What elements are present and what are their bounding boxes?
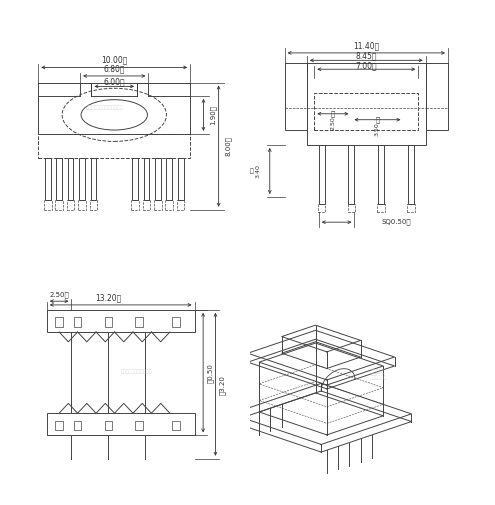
Bar: [104, 421, 112, 430]
Bar: [39, 134, 190, 159]
Bar: [90, 200, 97, 210]
Text: 8.45ⓙ: 8.45ⓙ: [355, 52, 377, 61]
Text: 2.50: 2.50: [330, 116, 336, 130]
Text: 2.50Ⓝ: 2.50Ⓝ: [50, 292, 69, 298]
Bar: [104, 317, 112, 327]
Bar: [78, 200, 86, 210]
Bar: [91, 159, 96, 200]
Text: SQ0.50Ⓛ: SQ0.50Ⓛ: [381, 219, 411, 226]
Text: 11.40Ⓚ: 11.40Ⓚ: [353, 41, 380, 50]
Bar: [307, 63, 426, 145]
Bar: [377, 205, 385, 212]
Text: 东莞市超越电子有限公司: 东莞市超越电子有限公司: [121, 369, 152, 374]
Text: 东莞市超越电子有限公司业务: 东莞市超越电子有限公司业务: [86, 105, 123, 110]
Bar: [47, 310, 195, 332]
Bar: [143, 200, 150, 210]
Text: ⑑0.50: ⑑0.50: [207, 363, 214, 382]
Bar: [407, 205, 415, 212]
Text: 3.40: 3.40: [255, 164, 260, 178]
Bar: [408, 145, 414, 205]
Bar: [67, 200, 74, 210]
Bar: [154, 200, 162, 210]
Bar: [285, 63, 307, 130]
Text: ⑒3.20: ⑒3.20: [219, 375, 226, 395]
Bar: [319, 145, 325, 205]
Bar: [155, 159, 161, 200]
Bar: [144, 159, 149, 200]
Bar: [56, 159, 62, 200]
Text: ⓕ: ⓕ: [250, 168, 254, 174]
Bar: [132, 159, 138, 200]
Bar: [131, 200, 139, 210]
Bar: [47, 413, 195, 435]
Bar: [378, 145, 384, 205]
Bar: [55, 200, 63, 210]
Text: Ⓖ: Ⓖ: [331, 111, 335, 117]
Bar: [314, 93, 418, 130]
Bar: [44, 200, 51, 210]
Bar: [165, 200, 173, 210]
Bar: [55, 317, 63, 327]
Bar: [348, 145, 354, 205]
Text: 1.90ⓓ: 1.90ⓓ: [209, 105, 216, 125]
Bar: [166, 159, 172, 200]
Bar: [318, 205, 326, 212]
Bar: [347, 205, 355, 212]
Text: 8.00ⓔ: 8.00ⓔ: [225, 136, 232, 156]
Text: 7.00ⓑ: 7.00ⓑ: [355, 61, 377, 70]
Bar: [45, 159, 50, 200]
Text: 3.50: 3.50: [375, 122, 380, 135]
Bar: [177, 200, 185, 210]
Bar: [172, 317, 180, 327]
Text: 6.80Ⓑ: 6.80Ⓑ: [103, 65, 125, 74]
Bar: [426, 63, 448, 130]
Bar: [172, 421, 180, 430]
Bar: [136, 421, 143, 430]
Bar: [68, 159, 73, 200]
Text: 10.00Ⓐ: 10.00Ⓐ: [101, 56, 127, 64]
Text: Ⓗ: Ⓗ: [375, 117, 380, 123]
Bar: [178, 159, 184, 200]
Text: 13.20Ⓝ: 13.20Ⓝ: [95, 293, 121, 302]
Text: 东莞市超越
电子有限公司: 东莞市超越 电子有限公司: [369, 369, 387, 380]
Text: 6.00Ⓒ: 6.00Ⓒ: [103, 78, 125, 87]
Bar: [55, 421, 63, 430]
Bar: [74, 421, 81, 430]
Bar: [74, 317, 81, 327]
Bar: [79, 159, 85, 200]
Bar: [136, 317, 143, 327]
